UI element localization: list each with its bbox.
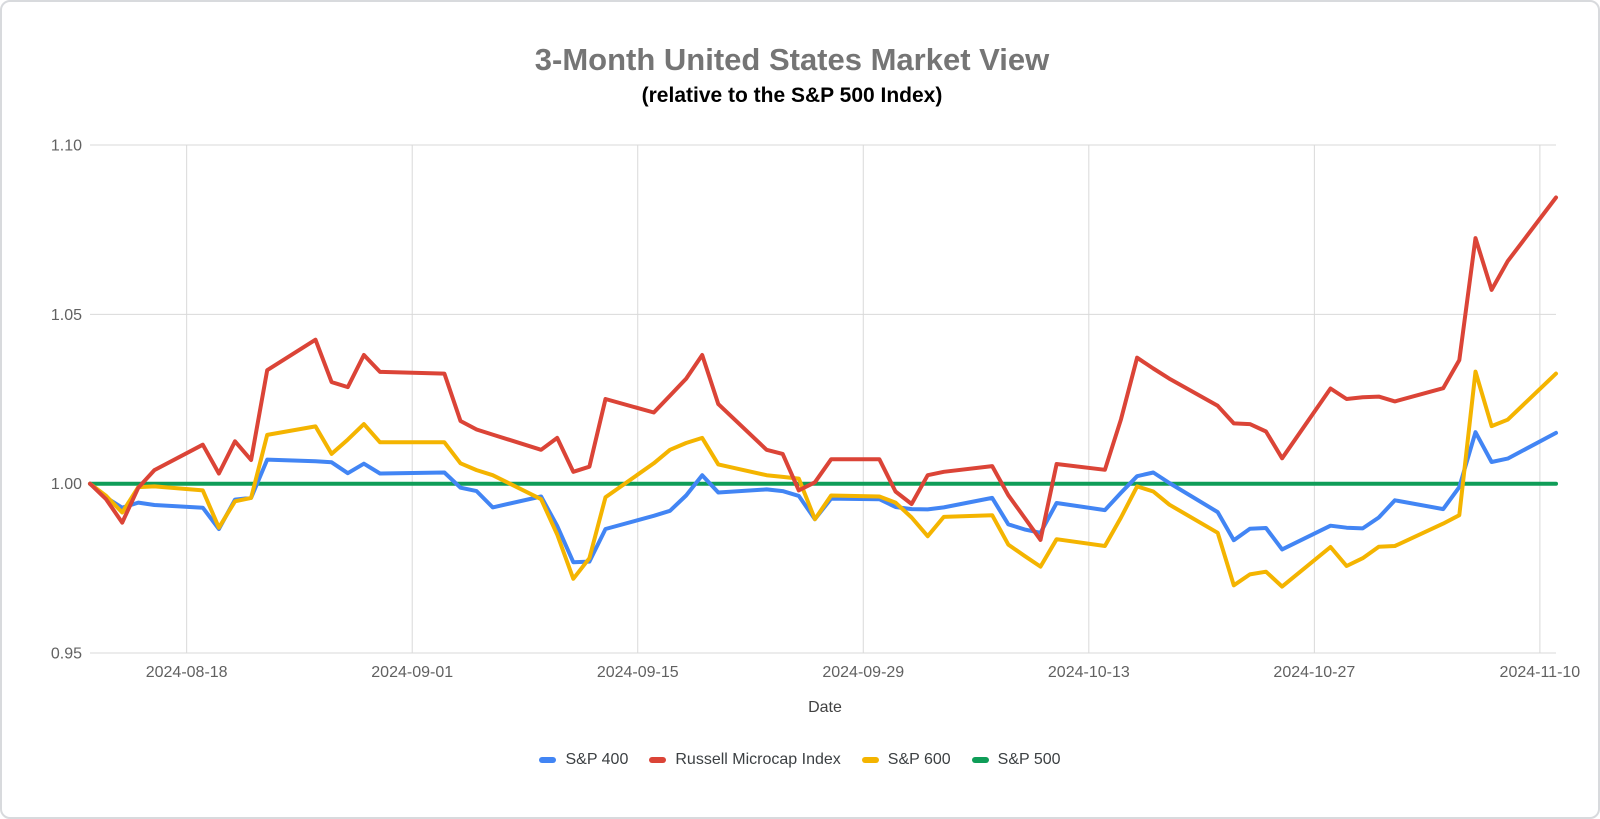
- legend-item-russell-microcap-index: Russell Microcap Index: [649, 751, 841, 769]
- x-tick-label: 2024-08-18: [146, 664, 228, 681]
- y-tick-label: 1.00: [51, 476, 82, 493]
- legend-item-s-p-500: S&P 500: [971, 751, 1061, 769]
- chart-legend: S&P 400 Russell Microcap Index S&P 600 S&P …: [2, 747, 1598, 773]
- series-line-russell-microcap-index: [88, 195, 1558, 542]
- x-axis-title: Date: [808, 699, 842, 716]
- series-line-s-p-400: [88, 430, 1558, 565]
- legend-swatch: [861, 757, 879, 763]
- x-tick-label: 2024-09-15: [597, 664, 679, 681]
- chart-title: 3-Month United States Market View: [534, 42, 1050, 77]
- legend-item-s-p-400: S&P 400: [539, 751, 628, 769]
- x-tick-label: 2024-10-27: [1273, 664, 1355, 681]
- x-tick-label: 2024-10-13: [1048, 664, 1130, 681]
- y-tick-label: 1.10: [51, 138, 82, 155]
- legend-item-s-p-600: S&P 600: [861, 751, 951, 769]
- chart-subtitle: (relative to the S&P 500 Index): [641, 84, 943, 107]
- legend-swatch: [971, 757, 989, 763]
- legend-label: S&P 500: [997, 751, 1061, 768]
- x-tick-label: 2024-09-29: [822, 664, 904, 681]
- x-tick-label: 2024-09-01: [371, 664, 453, 681]
- y-tick-label: 1.05: [51, 307, 82, 324]
- legend-label: S&P 400: [565, 751, 629, 768]
- y-tick-label: 0.95: [51, 646, 82, 663]
- x-tick-label: 2024-11-10: [1500, 664, 1581, 681]
- legend-swatch: [539, 757, 557, 763]
- legend-swatch: [649, 757, 667, 763]
- legend-label: S&P 600: [887, 751, 951, 768]
- legend-label: Russell Microcap Index: [675, 751, 841, 768]
- series-line-s-p-600: [88, 369, 1558, 589]
